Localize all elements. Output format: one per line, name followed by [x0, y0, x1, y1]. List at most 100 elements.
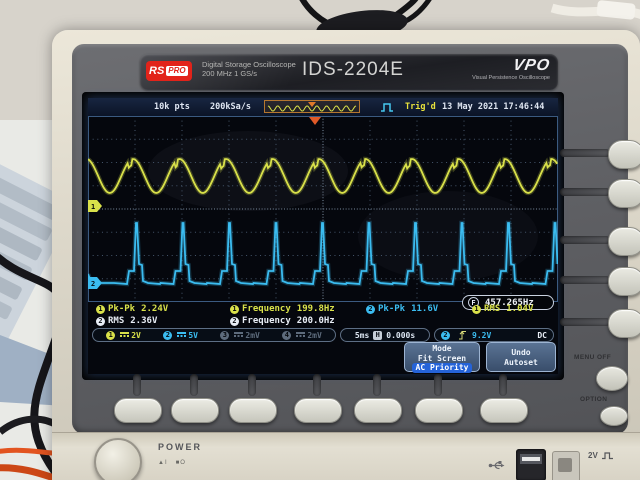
trigger-level: 9.2V — [472, 330, 492, 340]
fkey-slot — [373, 374, 381, 396]
fkey-slot — [313, 374, 321, 396]
trace-markers: 12 — [88, 117, 321, 289]
device-subtitle: Digital Storage Oscilloscope 200 MHz 1 G… — [202, 60, 296, 78]
channel-badge: 2 — [366, 304, 375, 314]
channel-2-status: 2 5V — [163, 330, 198, 340]
usb-port — [516, 449, 546, 480]
lower-front-panel: POWER ▲I ■O 2V — [52, 432, 640, 480]
ch2-ground-marker — [88, 277, 102, 289]
measurement-ch1-pkpk: 1 Pk-Pk 2.24V — [96, 304, 168, 314]
soft-button-mode[interactable]: Mode Fit Screen AC Priority — [404, 342, 480, 373]
trigger-status: Trig'd — [405, 102, 436, 112]
rs-pro-logo: RS PRO — [146, 61, 192, 81]
option-label: OPTION — [580, 396, 608, 403]
channel-3-badge: 3 — [220, 330, 230, 340]
channel-badge: 1 — [230, 304, 239, 314]
power-plug — [596, 0, 636, 20]
usb-icon — [488, 461, 505, 470]
fkey-slot — [499, 374, 507, 396]
power-button[interactable] — [94, 438, 142, 480]
channel-badge: 2 — [230, 316, 239, 326]
oscilloscope-body: RS PRO Digital Storage Oscilloscope 200 … — [52, 30, 640, 480]
square-wave-icon — [601, 452, 613, 460]
sidekey-slot — [560, 236, 610, 244]
channel-scales-group: 1 2V 2 5V 3 2mV — [92, 328, 336, 342]
menu-off-label: MENU OFF — [574, 354, 612, 361]
front-bezel: RS PRO Digital Storage Oscilloscope 200 … — [72, 44, 640, 434]
fkey-slot — [248, 374, 256, 396]
measurement-ch2-rms: 2 RMS 2.36V — [96, 316, 157, 326]
horizontal-position: 0.000s — [386, 330, 416, 340]
side-menu-key-4[interactable] — [608, 267, 640, 296]
measurement-row-1: 1 Pk-Pk 2.24V 1 Frequency 199.8Hz 2 Pk-P… — [88, 304, 558, 316]
channel-4-badge: 4 — [282, 330, 292, 340]
side-menu-key-1[interactable] — [608, 140, 640, 169]
function-key-f3[interactable] — [229, 398, 277, 423]
soft-button-undo-autoset[interactable]: Undo Autoset — [486, 342, 556, 372]
sidekey-slot — [560, 149, 610, 157]
function-key-f7[interactable] — [480, 398, 528, 423]
sidekey-slot — [560, 318, 610, 326]
screen-reflection — [148, 131, 348, 211]
grid-lines — [88, 116, 558, 302]
subtitle-line2: 200 MHz 1 GS/s — [202, 69, 258, 78]
graticule: 12 — [88, 116, 558, 302]
model-number: IDS-2204E — [302, 59, 404, 80]
channel-1-badge: 1 — [106, 330, 116, 340]
brand-strip: RS PRO Digital Storage Oscilloscope 200 … — [140, 54, 558, 90]
vpo-logo: VPO Visual Persistence Oscilloscope — [472, 57, 552, 81]
fkey-slot — [133, 374, 141, 396]
dc-coupling-icon — [177, 332, 187, 337]
function-key-f1[interactable] — [114, 398, 162, 423]
power-state-icons: ▲I ■O — [158, 460, 186, 466]
trigger-status-pill: 2 9.2V DC — [434, 328, 554, 342]
side-menu-key-2[interactable] — [608, 179, 640, 208]
frequency-counter: F 457.265Hz — [462, 295, 554, 310]
vpo-logo-subtitle: Visual Persistence Oscilloscope — [472, 75, 550, 81]
measurement-row-2: 2 RMS 2.36V 2 Frequency 200.0Hz — [88, 316, 558, 328]
power-on-icon: ▲ — [158, 460, 165, 466]
acquisition-preview — [264, 100, 360, 113]
ch1-marker-label: 1 — [91, 203, 95, 211]
function-key-f2[interactable] — [171, 398, 219, 423]
dc-coupling-icon — [120, 332, 130, 337]
side-menu-key-3[interactable] — [608, 227, 640, 256]
function-key-f5[interactable] — [354, 398, 402, 423]
record-length: 10k pts — [154, 102, 190, 112]
measurement-ch2-pkpk: 2 Pk-Pk 11.6V — [366, 304, 438, 314]
channel-2-badge: 2 — [163, 330, 173, 340]
datetime: 13 May 2021 17:46:44 — [442, 102, 545, 112]
ch2-trace — [88, 222, 558, 285]
pulse-trigger-icon — [381, 103, 393, 112]
subtitle-line1: Digital Storage Oscilloscope — [202, 60, 296, 69]
function-key-f4[interactable] — [294, 398, 342, 423]
channel-1-status: 1 2V — [106, 330, 141, 340]
dc-coupling-icon — [234, 332, 244, 337]
probe-comp-connector — [552, 451, 580, 480]
side-menu-key-5[interactable] — [608, 309, 640, 338]
channel-status-bar: 1 2V 2 5V 3 2mV — [88, 328, 558, 343]
option-button[interactable] — [600, 406, 628, 426]
menu-off-button[interactable] — [596, 366, 628, 391]
sample-rate: 200kSa/s — [210, 102, 251, 112]
channel-badge: 1 — [472, 304, 481, 314]
ch1-trace — [88, 158, 558, 194]
rs-logo-text: RS — [149, 65, 165, 77]
function-key-f6[interactable] — [415, 398, 463, 423]
lcd-screen: 10k pts 200kSa/s Trig'd 13 May 2021 17:4… — [88, 98, 558, 374]
horizontal-position-icon: H — [373, 330, 383, 340]
horizontal-status: 5ms H 0.000s — [340, 328, 430, 342]
measurement-ch1-rms: 1 RMS 1.04V — [472, 304, 533, 314]
channel-badge: 2 — [96, 316, 105, 326]
ac-priority-highlight: AC Priority — [411, 363, 473, 373]
trigger-source-badge: 2 — [441, 330, 453, 340]
trigger-position-marker — [309, 117, 321, 125]
counter-value: 457.265Hz — [485, 297, 534, 308]
ch1-ground-marker — [88, 200, 102, 212]
power-off-icon: ■ — [175, 460, 181, 466]
status-bar: 10k pts 200kSa/s Trig'd 13 May 2021 17:4… — [88, 98, 558, 117]
measurement-ch1-frequency: 1 Frequency 199.8Hz — [230, 304, 335, 314]
vpo-logo-text: VPO — [511, 57, 552, 74]
probe-comp-label: 2V — [588, 451, 614, 460]
preview-waveform-icon — [267, 102, 357, 112]
